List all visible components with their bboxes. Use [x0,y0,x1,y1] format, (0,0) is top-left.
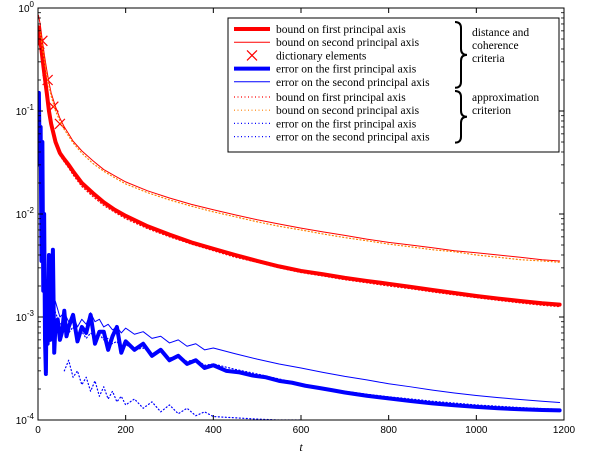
series-3-line [38,90,562,413]
x-tick-label-0: 0 [35,425,41,436]
legend-group-0-line-2: criteria [472,53,505,65]
legend-label-2: dictionary elements [276,50,367,62]
series-4-line [46,290,561,403]
legend-label-0: bound on first principal axis [276,24,406,36]
y-tick-label-0: 10-4 [16,412,35,427]
series-8-line [46,298,561,410]
ticks-layer: 0 200 400 600 800 1000 1200 10-4 10-3 10-2 10-1 100 [16,0,576,436]
x-tick-label-5: 1000 [465,425,488,436]
legend-label-1: bound on second principal axis [276,37,420,49]
legend-group-1-line-1: criterion [472,105,511,117]
x-tick-label-6: 1200 [553,425,576,436]
data-layer [38,14,562,420]
legend-label-6: bound on second principal axis [276,105,420,117]
series-0-line [38,25,562,307]
legend-box [227,17,560,153]
series-2-point-4 [54,118,66,130]
legend-group-0-line-0: distance and [472,27,529,39]
x-tick-label-1: 200 [117,425,134,436]
legend-label-4: error on the second principal axis [276,77,430,89]
y-tick-label-2: 10-2 [16,206,35,221]
series-1-line [38,14,561,262]
legend-label-3: error on the first principal axis [276,64,417,76]
x-axis-label: t [299,440,303,454]
series-5-line [38,34,561,308]
legend-label-8: error on the second principal axis [276,132,430,144]
y-tick-label-1: 10-3 [16,309,35,324]
y-tick-label-3: 10-1 [16,103,35,118]
legend-label-7: error on the first principal axis [276,118,417,130]
series-6-line [39,30,561,263]
legend-label-5: bound on first principal axis [276,92,406,104]
legend-group-0-line-1: coherence [472,40,519,52]
x-tick-label-3: 600 [293,425,310,436]
series-2-point-3 [47,101,59,113]
series-7-line [63,359,302,420]
y-tick-label-4: 100 [18,0,34,15]
legend-brace-2 [454,90,468,144]
legend-brace-1 [454,21,468,89]
legend-group-1-line-0: approximation [472,92,539,104]
x-tick-label-2: 400 [205,425,222,436]
legend-sample-2 [246,49,258,61]
x-tick-label-4: 800 [380,425,397,436]
series-2-point-1 [38,35,48,47]
